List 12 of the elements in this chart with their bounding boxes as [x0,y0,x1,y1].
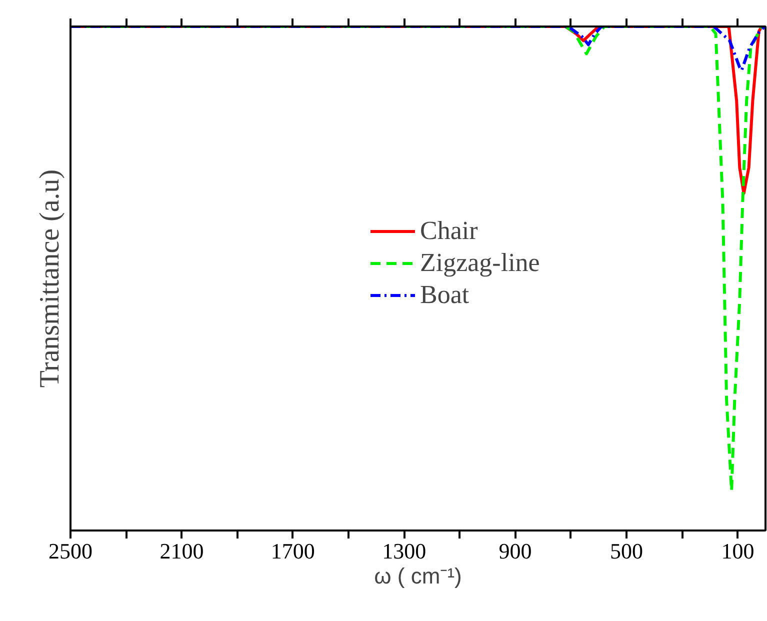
y-axis-title: Transmittance (a.u) [34,169,66,388]
x-tick-label: 2100 [160,538,204,564]
legend-label: Boat [420,280,470,310]
x-tick-label: 1700 [270,538,315,564]
x-tick-label: 2500 [48,538,92,564]
x-tick-label: 500 [610,538,643,564]
x-tick-label: 100 [721,538,754,564]
x-tick-label: 900 [498,538,532,564]
x-axis-title: ω ( cm⁻¹) [374,564,462,588]
legend-label: Zigzag-line [420,248,540,278]
x-tick-label: 1300 [382,538,426,564]
legend-label: Chair [420,216,478,246]
